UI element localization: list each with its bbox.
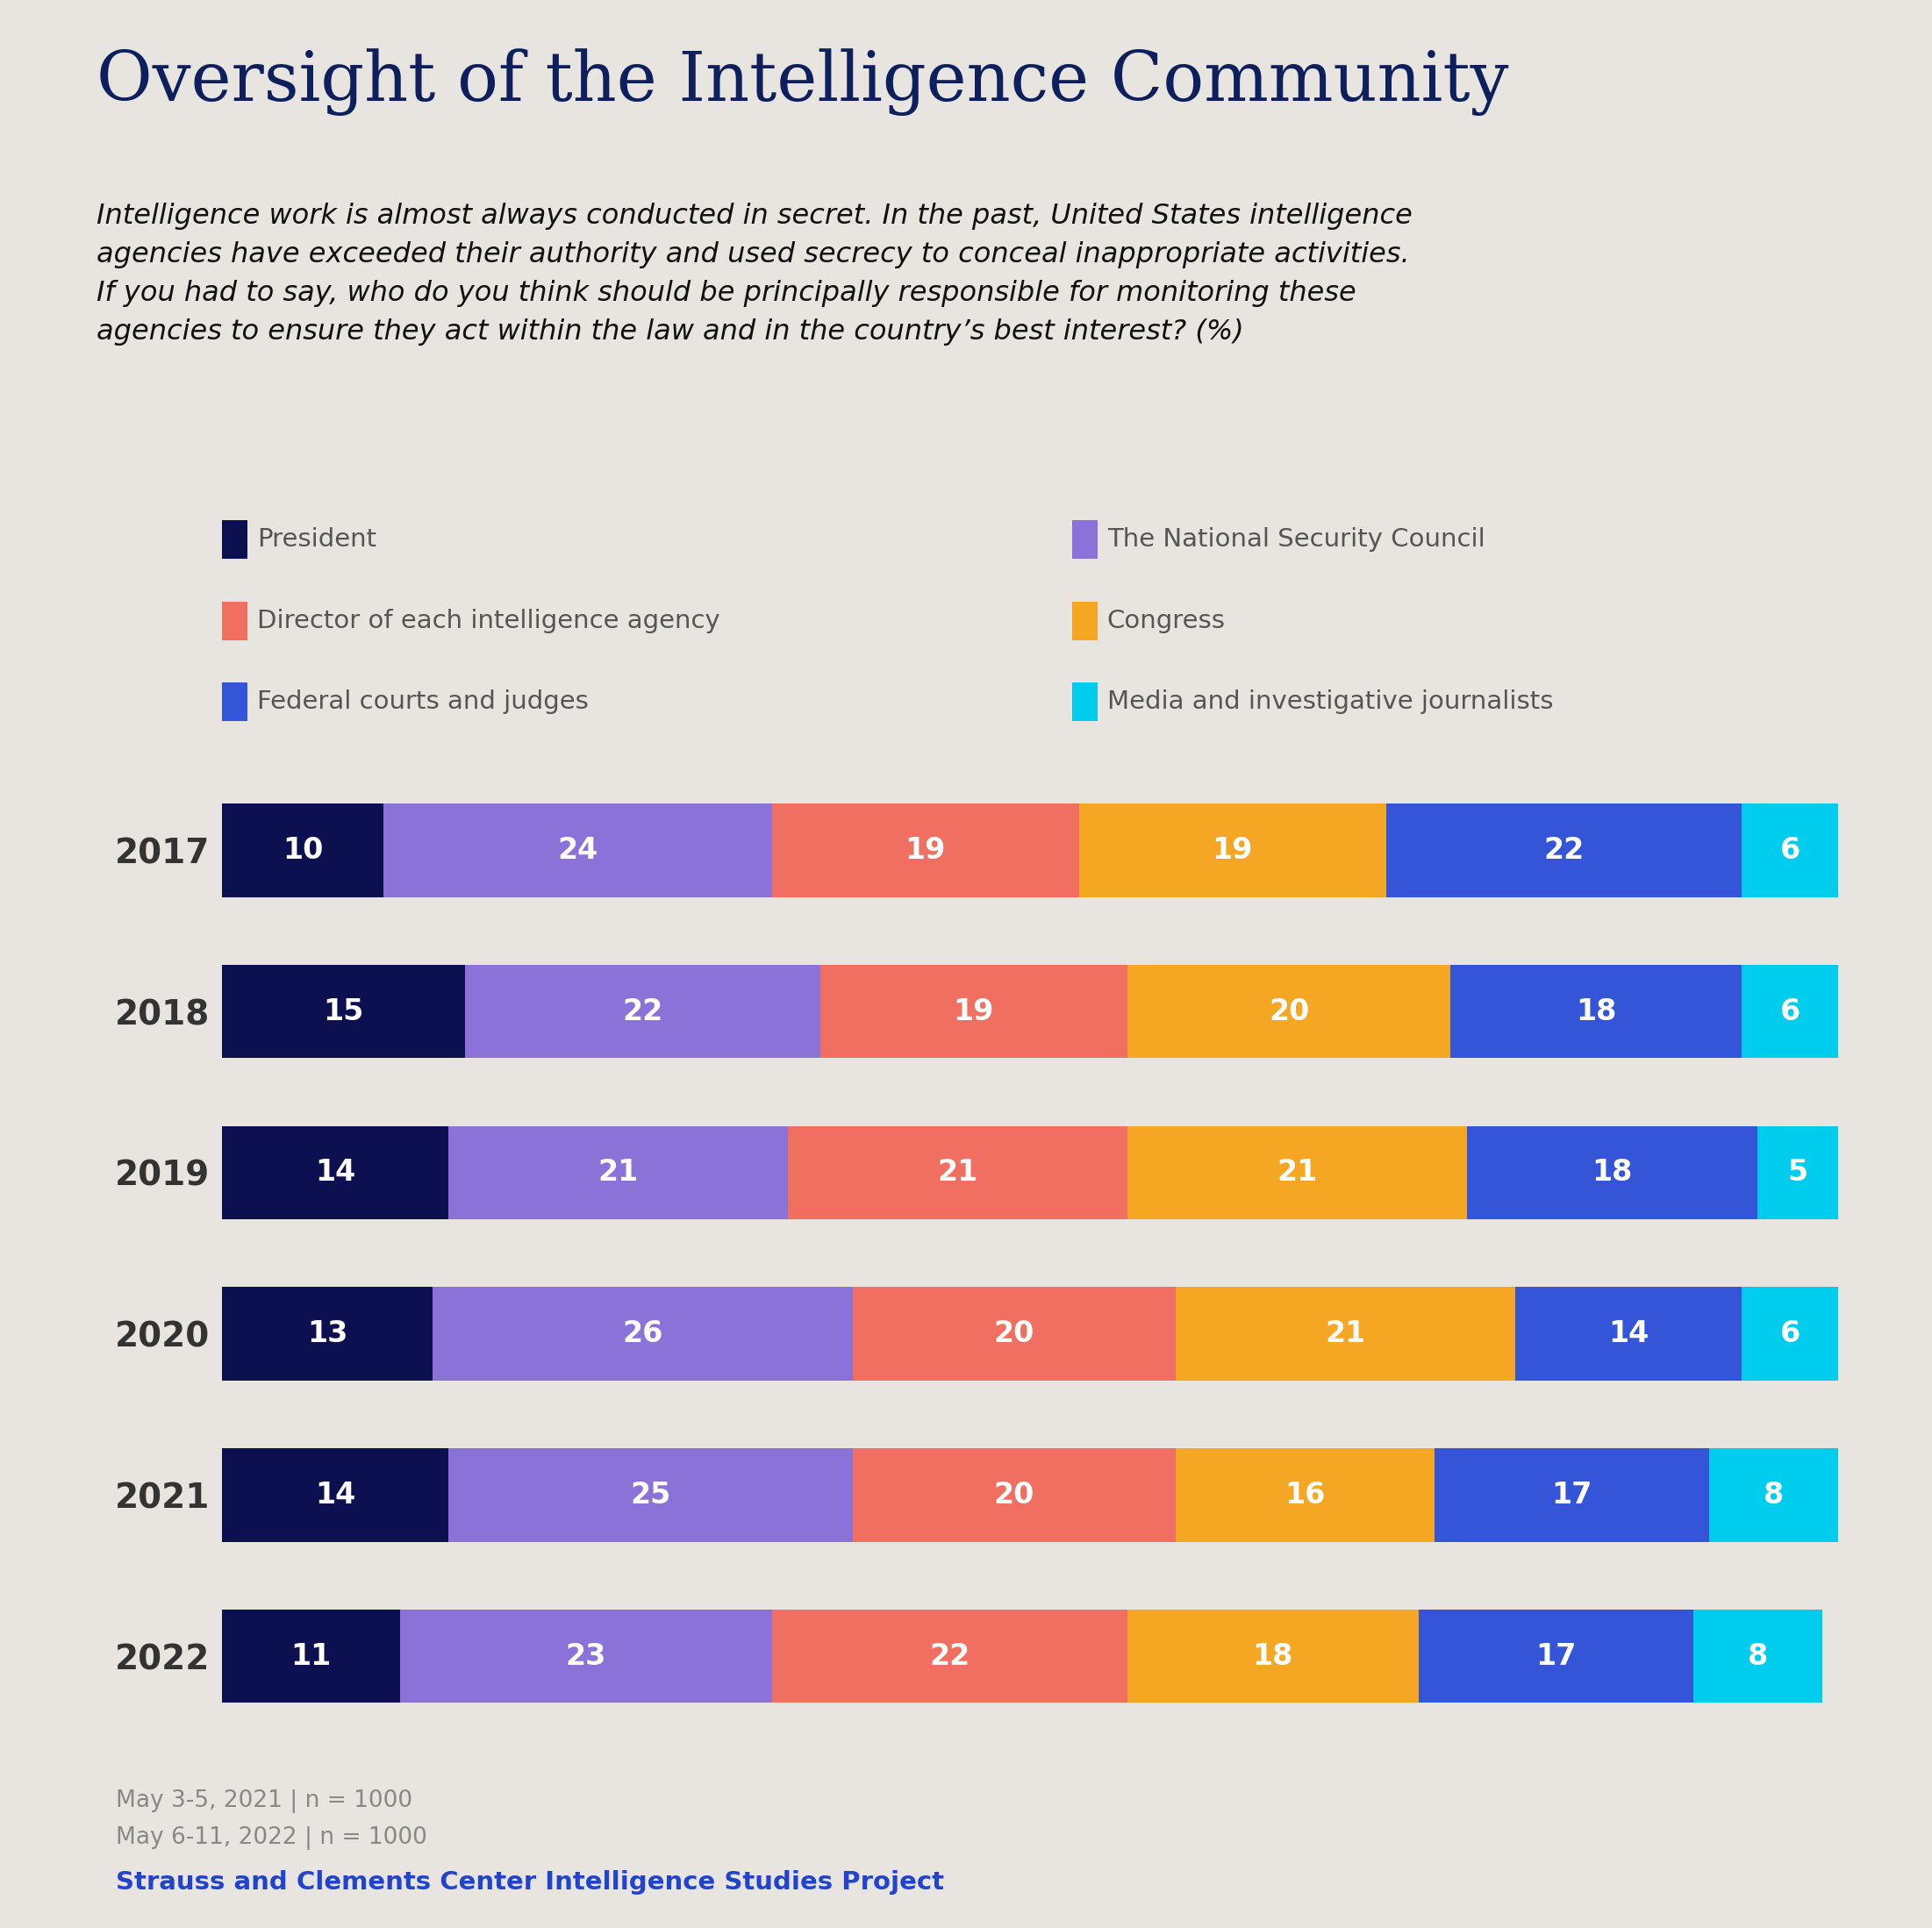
Bar xyxy=(222,964,464,1058)
Bar xyxy=(1177,1288,1515,1380)
Bar xyxy=(222,1448,448,1542)
Text: 6: 6 xyxy=(1779,1319,1801,1348)
Bar xyxy=(1128,1610,1418,1702)
Text: 8: 8 xyxy=(1764,1481,1783,1510)
Bar xyxy=(1758,1126,1839,1218)
Text: 14: 14 xyxy=(315,1481,355,1510)
Text: Oversight of the Intelligence Community: Oversight of the Intelligence Community xyxy=(97,48,1509,116)
Text: 8: 8 xyxy=(1748,1643,1768,1672)
Text: 14: 14 xyxy=(1607,1319,1648,1348)
Bar xyxy=(1434,1448,1710,1542)
Text: 10: 10 xyxy=(282,835,323,864)
Text: 25: 25 xyxy=(630,1481,670,1510)
Text: Intelligence work is almost always conducted in secret. In the past, United Stat: Intelligence work is almost always condu… xyxy=(97,202,1412,345)
Text: 18: 18 xyxy=(1252,1643,1293,1672)
Bar xyxy=(222,804,384,897)
Bar xyxy=(1741,1288,1839,1380)
Bar xyxy=(852,1448,1177,1542)
Text: 22: 22 xyxy=(622,997,663,1026)
Bar xyxy=(464,964,821,1058)
Text: 6: 6 xyxy=(1779,997,1801,1026)
Text: 19: 19 xyxy=(904,835,945,864)
Text: President: President xyxy=(257,528,377,551)
Bar xyxy=(1451,964,1741,1058)
Bar xyxy=(1710,1448,1839,1542)
Text: 26: 26 xyxy=(622,1319,663,1348)
Bar xyxy=(821,964,1128,1058)
Bar xyxy=(1692,1610,1822,1702)
Text: 18: 18 xyxy=(1577,997,1617,1026)
Text: 20: 20 xyxy=(993,1481,1034,1510)
Bar xyxy=(222,1126,448,1218)
Text: 11: 11 xyxy=(292,1643,332,1672)
Text: 19: 19 xyxy=(954,997,995,1026)
Text: 5: 5 xyxy=(1787,1159,1808,1188)
Bar xyxy=(771,804,1078,897)
Text: 17: 17 xyxy=(1536,1643,1577,1672)
Text: Strauss and Clements Center Intelligence Studies Project: Strauss and Clements Center Intelligence… xyxy=(116,1870,945,1895)
Bar xyxy=(852,1288,1177,1380)
Text: 21: 21 xyxy=(1325,1319,1366,1348)
Text: Federal courts and judges: Federal courts and judges xyxy=(257,690,589,713)
Text: 22: 22 xyxy=(929,1643,970,1672)
Text: 20: 20 xyxy=(993,1319,1034,1348)
Bar xyxy=(1128,1126,1466,1218)
Bar xyxy=(384,804,771,897)
Bar xyxy=(1385,804,1741,897)
Text: May 3-5, 2021 | n = 1000: May 3-5, 2021 | n = 1000 xyxy=(116,1789,413,1812)
Text: 20: 20 xyxy=(1269,997,1310,1026)
Text: The National Security Council: The National Security Council xyxy=(1107,528,1486,551)
Text: Congress: Congress xyxy=(1107,609,1225,632)
Text: 22: 22 xyxy=(1544,835,1584,864)
Bar xyxy=(1078,804,1385,897)
Bar xyxy=(1741,804,1839,897)
Bar xyxy=(448,1448,852,1542)
Text: 6: 6 xyxy=(1779,835,1801,864)
Text: 19: 19 xyxy=(1211,835,1252,864)
Text: 16: 16 xyxy=(1285,1481,1325,1510)
Text: 24: 24 xyxy=(558,835,599,864)
Text: Media and investigative journalists: Media and investigative journalists xyxy=(1107,690,1553,713)
Bar xyxy=(222,1288,433,1380)
Bar xyxy=(788,1126,1128,1218)
Bar xyxy=(222,1610,400,1702)
Text: 13: 13 xyxy=(307,1319,348,1348)
Text: 14: 14 xyxy=(315,1159,355,1188)
Text: 18: 18 xyxy=(1592,1159,1633,1188)
Bar xyxy=(433,1288,852,1380)
Text: 17: 17 xyxy=(1551,1481,1592,1510)
Bar xyxy=(771,1610,1128,1702)
Text: 21: 21 xyxy=(597,1159,638,1188)
Bar xyxy=(448,1126,788,1218)
Bar xyxy=(1128,964,1451,1058)
Text: 23: 23 xyxy=(566,1643,607,1672)
Bar xyxy=(1741,964,1839,1058)
Text: May 6-11, 2022 | n = 1000: May 6-11, 2022 | n = 1000 xyxy=(116,1826,427,1849)
Bar xyxy=(1515,1288,1741,1380)
Text: Director of each intelligence agency: Director of each intelligence agency xyxy=(257,609,721,632)
Bar xyxy=(1466,1126,1758,1218)
Text: 21: 21 xyxy=(937,1159,978,1188)
Bar xyxy=(400,1610,771,1702)
Bar xyxy=(1418,1610,1692,1702)
Bar xyxy=(1177,1448,1434,1542)
Text: 15: 15 xyxy=(323,997,363,1026)
Text: 21: 21 xyxy=(1277,1159,1318,1188)
